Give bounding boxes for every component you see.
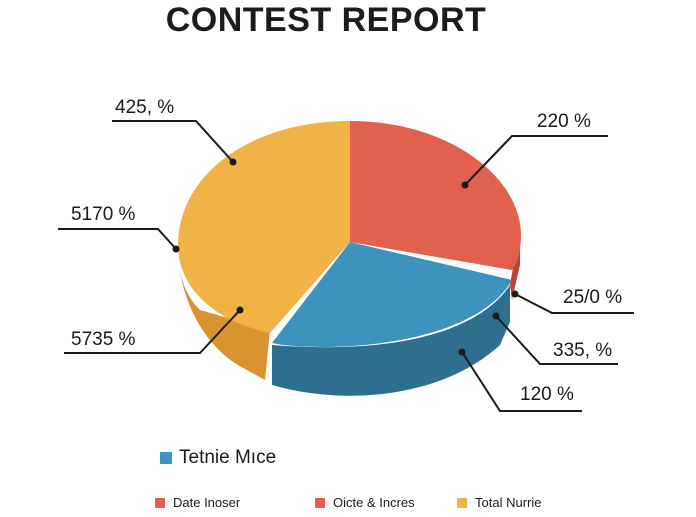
pie-side-yellow [178,245,270,380]
legend-item-label: Date Inoser [173,495,241,510]
legend-main: Tetnie Mıce [160,447,276,469]
legend-item-date-inoser: Date Inoser [155,495,240,510]
pie-slice-red [350,121,521,270]
legend-swatch-yellow [457,497,467,508]
callout-line-335 [495,315,618,365]
callout-label-5170: 5170 % [71,204,136,225]
legend-item-label: Total Nurrie [475,495,542,510]
callout-label-220: 220 % [537,111,591,132]
callout-label-425: 425, % [115,97,174,118]
legend-swatch-red [315,497,325,508]
callout-line-5735 [64,309,241,354]
callout-line-2500 [514,293,634,314]
pie-slice-blue [272,242,512,347]
pie-side-blue [272,285,510,396]
callout-line-5170 [58,228,177,250]
legend-item-oicte-incres: Oicte & Incres [315,495,415,510]
callout-lines [58,120,634,412]
callout-label-5735: 5735 % [71,329,136,350]
legend-item-label: Oicte & Incres [333,495,415,510]
callout-line-120 [461,351,582,412]
legend-item-total-nurrie: Total Nurrie [457,495,541,510]
pie-slice-yellow [178,121,350,333]
callout-label-335: 335, % [553,340,612,361]
chart-title: CONTEST REPORT [165,1,487,39]
callout-dots [172,158,519,356]
callout-label-120: 120 % [520,384,574,405]
legend-swatch-blue [160,452,172,464]
legend: Date Inoser Oicte & Incres Total Nurrie [0,495,696,517]
legend-main-label: Tetnie Mıce [179,447,277,468]
callout-line-220 [464,135,608,186]
callout-label-2500: 25/0 % [563,287,622,308]
callout-line-425 [112,120,234,163]
legend-swatch-red [155,497,165,508]
